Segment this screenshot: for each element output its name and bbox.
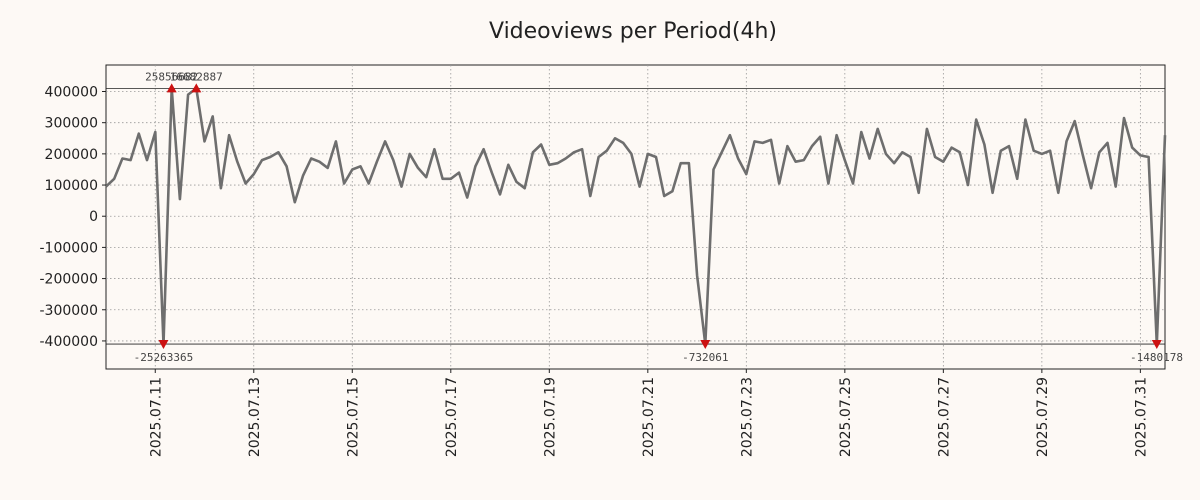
limit-lines <box>106 87 1165 345</box>
y-tick-label: 100000 <box>45 178 98 194</box>
y-tick-label: 200000 <box>45 147 98 163</box>
x-tick-label: 2025.07.13 <box>247 377 263 457</box>
x-tick-label: 2025.07.29 <box>1035 377 1051 457</box>
series-line-videoviews <box>105 87 1167 346</box>
x-tick-label: 2025.07.21 <box>641 377 657 457</box>
annotation-label: -1480178 <box>1130 351 1183 364</box>
min-marker <box>1151 340 1162 350</box>
max-marker <box>166 83 177 93</box>
series-group <box>105 87 1167 346</box>
y-tick-label: -200000 <box>40 272 99 288</box>
x-axis: 2025.07.11 2025.07.13 2025.07.15 2025.07.17… <box>148 369 1149 457</box>
x-tick-label: 2025.07.25 <box>838 377 854 457</box>
markers-group <box>158 83 1162 350</box>
y-tick-label: -300000 <box>40 303 99 319</box>
y-tick-label: 400000 <box>45 85 98 101</box>
y-axis: 400000 300000 200000 100000 0 -100000 -200000 -… <box>40 85 106 350</box>
grid <box>106 65 1165 369</box>
annotation-label: -25263365 <box>134 351 194 364</box>
min-marker <box>158 340 169 350</box>
max-marker <box>191 83 202 93</box>
y-tick-label: -100000 <box>40 240 99 256</box>
x-tick-label: 2025.07.31 <box>1133 377 1149 457</box>
x-tick-label: 2025.07.23 <box>739 377 755 457</box>
min-marker <box>700 340 711 350</box>
x-tick-label: 2025.07.15 <box>345 377 361 457</box>
annotation-label: 25856682 <box>145 70 198 83</box>
chart-title: Videoviews per Period(4h) <box>489 19 777 44</box>
y-tick-label: 300000 <box>45 116 98 132</box>
x-tick-label: 2025.07.17 <box>444 377 460 457</box>
y-tick-label: 0 <box>89 209 98 225</box>
annotation-label: -732061 <box>682 351 728 364</box>
annotation-label: 16682887 <box>170 70 223 83</box>
y-tick-label: -400000 <box>40 334 99 350</box>
x-tick-label: 2025.07.27 <box>936 377 952 457</box>
plot-area <box>105 64 1166 370</box>
x-tick-label: 2025.07.11 <box>148 377 164 457</box>
x-tick-label: 2025.07.19 <box>542 377 558 457</box>
